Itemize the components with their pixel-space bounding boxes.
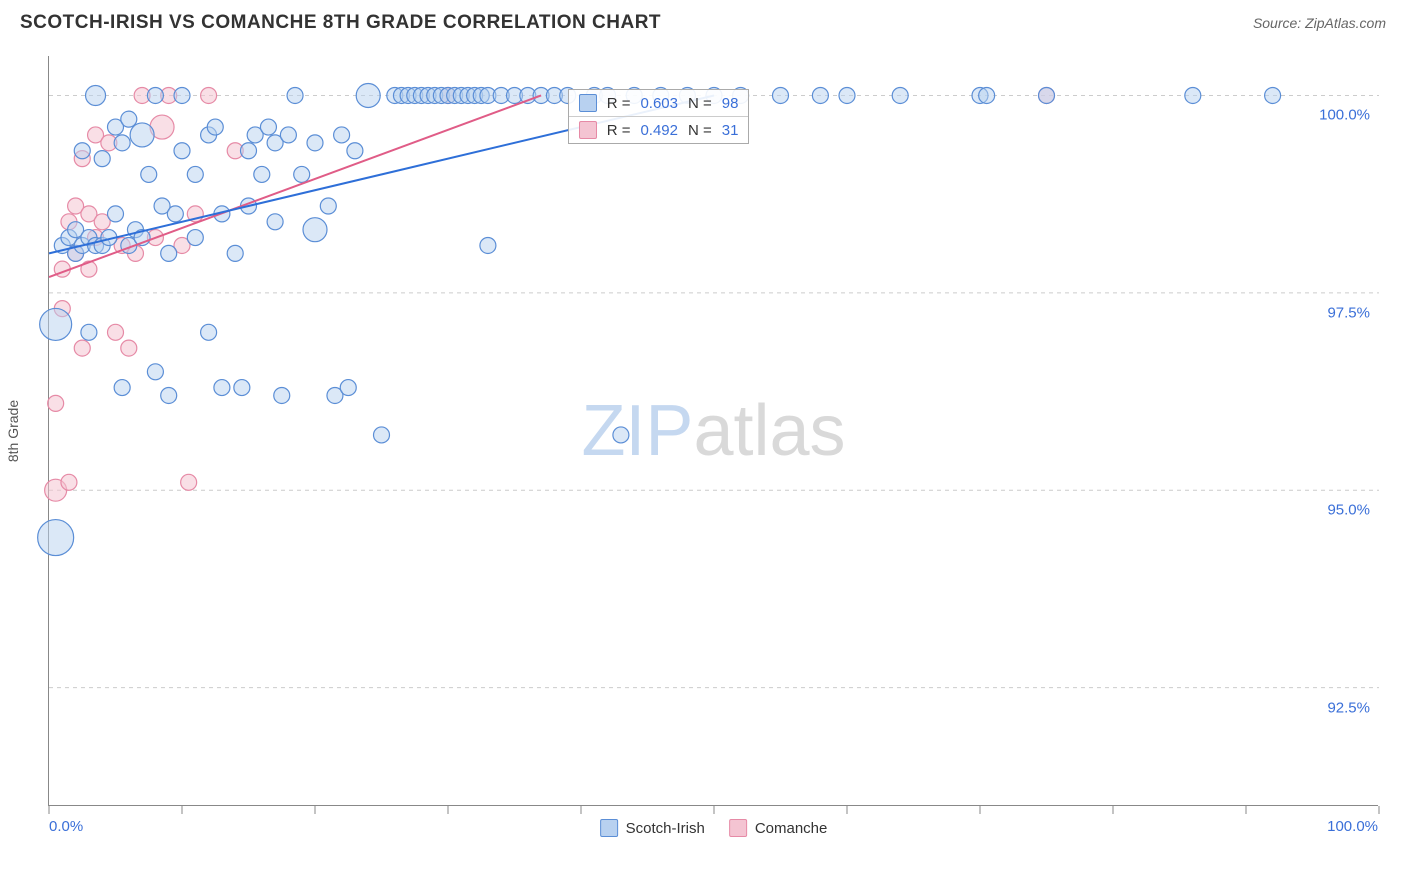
corr-n-value-comanche: 31 bbox=[722, 122, 739, 139]
chart-title: SCOTCH-IRISH VS COMANCHE 8TH GRADE CORRE… bbox=[20, 12, 661, 34]
x-axis-label-min: 0.0% bbox=[49, 818, 83, 835]
legend: Scotch-Irish Comanche bbox=[600, 819, 828, 837]
swatch-comanche bbox=[579, 121, 597, 139]
plot-svg bbox=[49, 56, 1379, 806]
corr-r-label: R = bbox=[607, 95, 631, 112]
legend-label-scotch-irish: Scotch-Irish bbox=[626, 820, 705, 837]
plot: 8th Grade ZIPatlas 92.5%95.0%97.5%100.0%… bbox=[48, 56, 1378, 806]
legend-item-comanche: Comanche bbox=[729, 819, 828, 837]
swatch-scotch-irish bbox=[579, 94, 597, 112]
y-tick-label: 100.0% bbox=[1319, 107, 1370, 124]
corr-n-label: N = bbox=[688, 122, 712, 139]
y-tick-label: 97.5% bbox=[1327, 304, 1370, 321]
swatch-comanche bbox=[729, 819, 747, 837]
source-label: Source: ZipAtlas.com bbox=[1253, 15, 1386, 31]
corr-r-label: R = bbox=[607, 122, 631, 139]
corr-r-value-comanche: 0.492 bbox=[640, 122, 678, 139]
legend-label-comanche: Comanche bbox=[755, 820, 828, 837]
correlation-row-scotch-irish: R = 0.603 N = 98 bbox=[569, 90, 749, 117]
chart-area: 8th Grade ZIPatlas 92.5%95.0%97.5%100.0%… bbox=[48, 56, 1378, 806]
legend-item-scotch-irish: Scotch-Irish bbox=[600, 819, 705, 837]
y-axis-label: 8th Grade bbox=[5, 399, 21, 461]
correlation-row-comanche: R = 0.492 N = 31 bbox=[569, 117, 749, 143]
corr-r-value-scotch-irish: 0.603 bbox=[640, 95, 678, 112]
y-tick-label: 95.0% bbox=[1327, 502, 1370, 519]
swatch-scotch-irish bbox=[600, 819, 618, 837]
y-tick-label: 92.5% bbox=[1327, 699, 1370, 716]
x-axis-label-max: 100.0% bbox=[1327, 818, 1378, 835]
corr-n-value-scotch-irish: 98 bbox=[722, 95, 739, 112]
corr-n-label: N = bbox=[688, 95, 712, 112]
correlation-box: R = 0.603 N = 98 R = 0.492 N = 31 bbox=[568, 89, 750, 144]
